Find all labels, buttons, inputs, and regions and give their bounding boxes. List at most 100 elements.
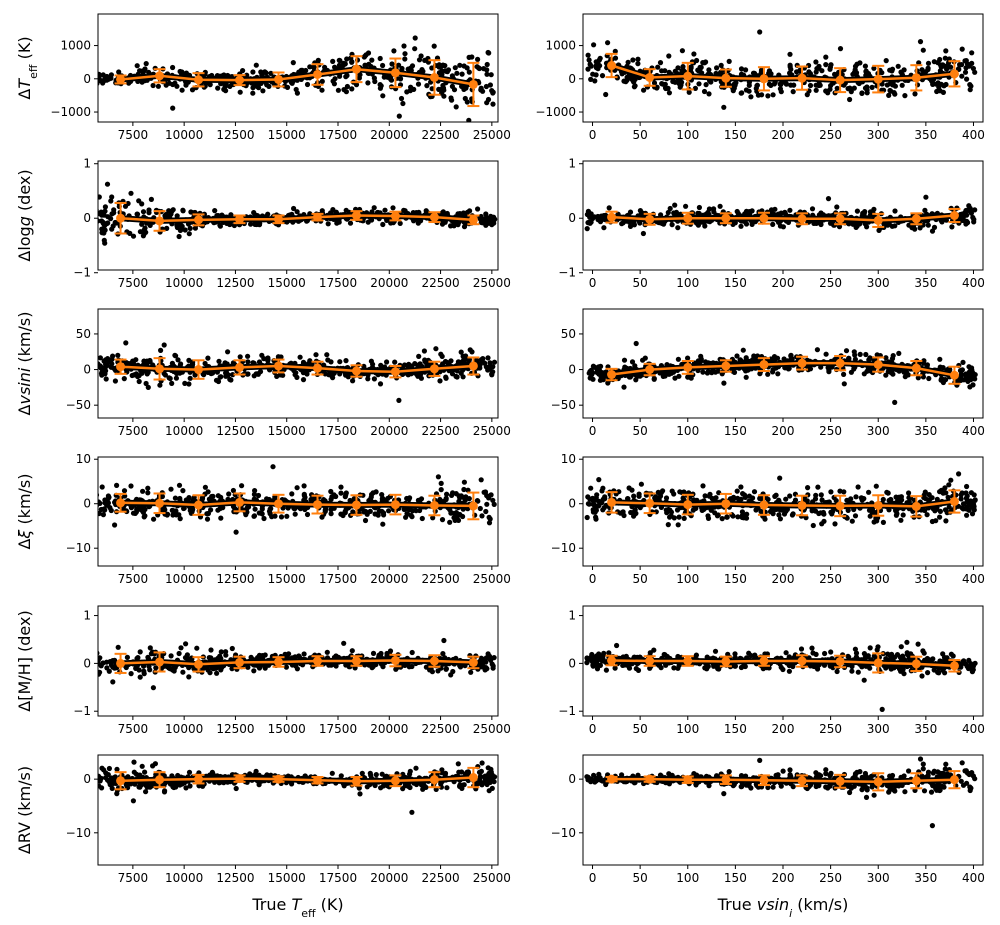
scatter-point [663, 507, 669, 513]
scatter-point [960, 501, 967, 507]
scatter-point [970, 65, 977, 72]
scatter-point [749, 221, 755, 227]
scatter-point [136, 378, 142, 385]
scatter-point [169, 380, 175, 386]
scatter-point [240, 68, 246, 74]
scatter-point [862, 85, 869, 91]
scatter-point [941, 83, 947, 89]
scatter-point [863, 351, 869, 358]
scatter-point [444, 491, 450, 497]
scatter-point [743, 368, 749, 374]
binned-marker [116, 213, 126, 223]
scatter-point [668, 513, 674, 519]
scatter-point [215, 85, 221, 91]
scatter-point [665, 522, 671, 528]
scatter-point [466, 117, 472, 122]
scatter-point [924, 362, 931, 368]
binned-marker [235, 75, 245, 85]
scatter-point [660, 488, 666, 494]
scatter-point [880, 496, 886, 503]
scatter-point [823, 351, 829, 357]
x-tick-label: 10000 [165, 572, 203, 586]
scatter-point [248, 221, 254, 227]
scatter-point [111, 365, 117, 371]
scatter-point [199, 496, 206, 502]
scatter-point [755, 92, 762, 98]
x-tick-label: 150 [724, 276, 747, 290]
scatter-point [441, 93, 447, 99]
scatter-point [787, 62, 793, 68]
scatter-point [204, 516, 211, 522]
scatter-point [924, 512, 930, 518]
scatter-point [304, 511, 311, 518]
scatter-point [336, 219, 342, 225]
scatter-point [612, 48, 618, 55]
scatter-point [668, 509, 675, 515]
scatter-point [593, 514, 599, 520]
scatter-point [452, 65, 458, 71]
binned-marker [116, 498, 126, 508]
y-axis-label-part: Δ [15, 404, 34, 415]
binned-marker [390, 211, 400, 221]
scatter-point [814, 347, 821, 353]
y-tick-label: 50 [76, 327, 91, 341]
scatter-point [162, 213, 168, 219]
scatter-point [585, 52, 591, 58]
scatter-point [104, 659, 110, 665]
scatter-point [108, 198, 114, 204]
scatter-point [292, 654, 298, 660]
scatter-point [697, 64, 703, 70]
scatter-point [484, 61, 490, 68]
scatter-point [357, 72, 363, 78]
scatter-point [422, 357, 428, 363]
x-tick-label: 7500 [118, 276, 149, 290]
scatter-point [216, 358, 222, 364]
scatter-point [696, 81, 702, 87]
scatter-point [436, 62, 442, 68]
scatter-point [226, 491, 232, 497]
scatter-point [215, 378, 222, 385]
scatter-point [963, 495, 970, 501]
scatter-point [380, 221, 386, 228]
scatter-point [342, 494, 348, 500]
binned-marker [835, 501, 845, 511]
scatter-point [821, 518, 827, 524]
scatter-point [728, 496, 734, 502]
binned-marker [194, 215, 204, 225]
scatter-point [937, 88, 943, 94]
scatter-point [706, 493, 712, 499]
x-tick-label: 7500 [118, 424, 149, 438]
scatter-point [893, 512, 900, 518]
scatter-point [959, 371, 965, 378]
binned-marker [683, 500, 693, 510]
scatter-point [168, 486, 174, 492]
scatter-point [686, 89, 692, 95]
binned-marker [759, 360, 769, 370]
scatter-point [942, 55, 948, 61]
scatter-point [841, 381, 847, 387]
scatter-point [300, 377, 307, 383]
scatter-point [705, 209, 711, 216]
scatter-point [204, 511, 210, 517]
scatter-point [491, 359, 498, 365]
scatter-point [179, 226, 185, 232]
y-tick-label: 10 [561, 452, 576, 466]
x-tick-label: 400 [962, 572, 985, 586]
binned-marker [797, 500, 807, 510]
x-tick-label: 20000 [370, 424, 408, 438]
scatter-point [378, 83, 384, 89]
scatter-point [767, 509, 774, 515]
binned-marker [312, 69, 322, 79]
scatter-point [123, 340, 129, 346]
axes-frame [97, 308, 499, 419]
scatter-point [629, 359, 636, 365]
x-tick-label: 250 [819, 276, 842, 290]
scatter-point [170, 64, 176, 71]
scatter-point [475, 498, 481, 504]
x-tick-label: 12500 [216, 572, 254, 586]
scatter-point [466, 69, 472, 75]
binned-marker [312, 500, 322, 510]
scatter-point [738, 223, 744, 229]
scatter-point [379, 492, 385, 498]
scatter-point [413, 508, 419, 514]
